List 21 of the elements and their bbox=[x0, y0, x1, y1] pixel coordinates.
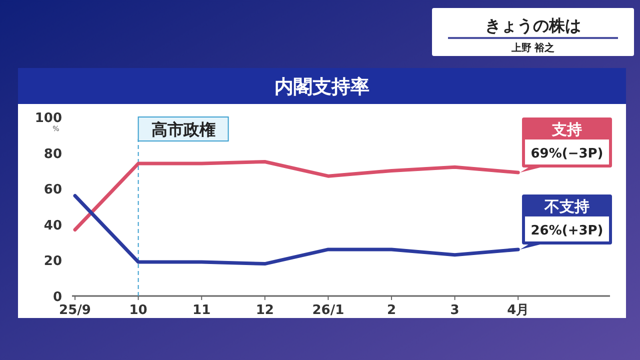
y-tick-label: 20 bbox=[44, 254, 62, 270]
data-label: 26%(+3P) bbox=[530, 223, 604, 238]
ref-line-label: 高市政権 bbox=[151, 120, 216, 139]
y-tick-label: 80 bbox=[44, 146, 62, 162]
header: きょうの株は 上野 裕之 bbox=[432, 8, 634, 56]
x-tick-label: 12 bbox=[256, 303, 274, 318]
data-label: 69%(−3P) bbox=[530, 146, 604, 162]
x-tick-label: 2 bbox=[386, 303, 396, 318]
x-tick-label: 3 bbox=[450, 303, 460, 318]
y-tick-label: 0 bbox=[52, 290, 62, 305]
y-tick-label: 60 bbox=[44, 182, 62, 198]
x-tick-label: 26/1 bbox=[312, 303, 344, 318]
y-tick-label: 40 bbox=[44, 218, 62, 234]
chart-title: 内閣支持率 bbox=[274, 76, 370, 98]
text: 不支持 bbox=[544, 197, 590, 216]
x-tick-label: 11 bbox=[192, 303, 211, 318]
x-tick-label: 10 bbox=[129, 303, 148, 318]
text: 支持 bbox=[551, 120, 582, 138]
y-tick-label: 100 bbox=[34, 111, 62, 126]
x-tick-label: 4月 bbox=[507, 303, 530, 318]
x-tick-label: 25/9 bbox=[59, 303, 91, 318]
